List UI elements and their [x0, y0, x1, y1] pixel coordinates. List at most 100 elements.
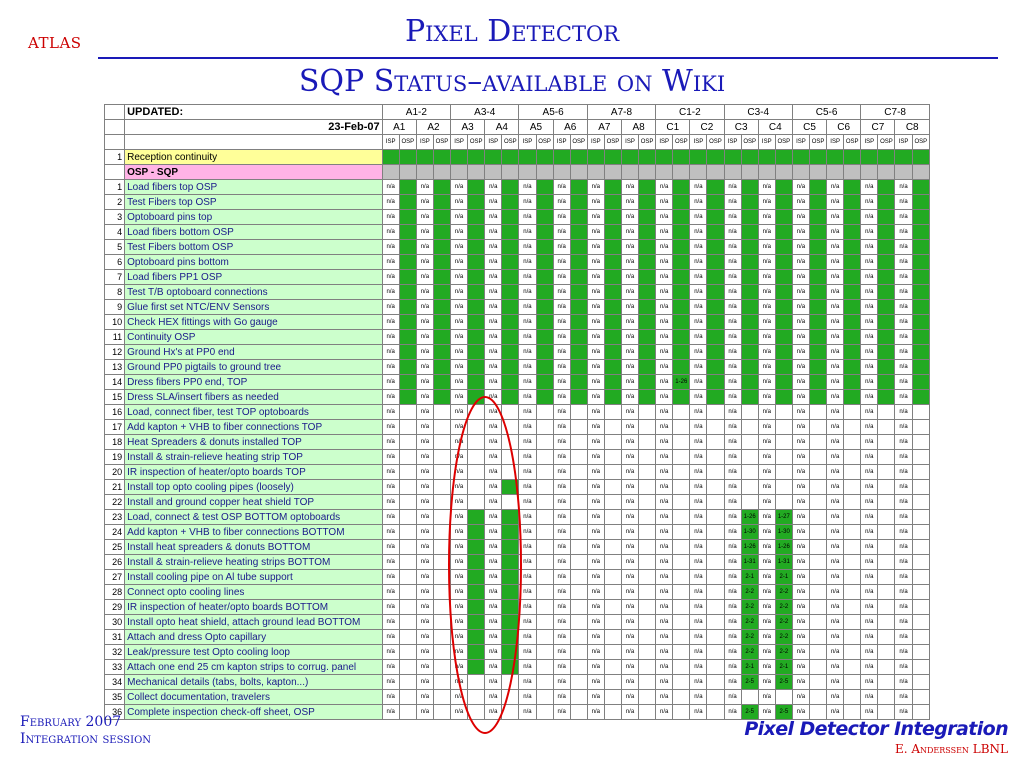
status-cell-pending	[467, 434, 486, 450]
sub-header: ISP	[484, 134, 503, 150]
row-label: Install and ground copper heat shield TO…	[124, 494, 383, 510]
status-cell-pending	[398, 524, 417, 540]
status-cell-pending	[877, 539, 896, 555]
status-cell-pending	[911, 629, 931, 645]
row-label: Install & strain-relieve heating strip T…	[124, 449, 383, 465]
status-cell-done	[535, 314, 554, 330]
status-cell-na: n/a	[518, 614, 537, 630]
status-cell-na: n/a	[757, 179, 776, 195]
status-cell-na: n/a	[757, 449, 776, 465]
status-cell-na: n/a	[381, 479, 400, 495]
status-cell-na: n/a	[791, 179, 811, 195]
status-cell-na: n/a	[450, 179, 469, 195]
status-cell-na: n/a	[586, 674, 605, 690]
status-cell-done	[638, 254, 657, 270]
status-cell-done	[467, 149, 486, 165]
status-cell-na: n/a	[894, 659, 913, 675]
status-cell-pending	[467, 674, 486, 690]
status-cell-na: n/a	[723, 299, 742, 315]
sub-header: OSP	[467, 134, 486, 150]
row-label: Load, connect fiber, test TOP optoboards	[124, 404, 383, 420]
table-row: 31 Attach and dress Opto capillary n/a n/a n…	[103, 629, 931, 645]
status-cell-done	[740, 374, 759, 390]
status-cell-na: n/a	[552, 239, 571, 255]
status-cell-na: n/a	[894, 629, 913, 645]
status-cell-na: n/a	[860, 329, 879, 345]
status-cell-pending	[672, 539, 691, 555]
status-cell-pending	[398, 644, 417, 660]
status-cell-na: n/a	[723, 224, 742, 240]
status-cell-na: n/a	[484, 299, 503, 315]
status-cell-na: n/a	[381, 284, 400, 300]
row-label: Collect documentation, travelers	[124, 689, 383, 705]
status-cell-pending	[706, 404, 725, 420]
status-cell-na: n/a	[620, 419, 640, 435]
status-cell-pending	[398, 584, 417, 600]
status-cell-na: n/a	[791, 239, 811, 255]
status-cell-na: n/a	[450, 359, 469, 375]
status-cell-pending	[603, 569, 622, 585]
status-cell-na: n/a	[689, 629, 708, 645]
status-cell-na: n/a	[894, 284, 913, 300]
status-cell-done	[843, 344, 862, 360]
status-cell-done	[740, 209, 759, 225]
row-number: 7	[103, 269, 126, 285]
status-cell-done	[877, 254, 896, 270]
status-cell-done: 2-2	[774, 614, 793, 630]
status-cell-pending	[432, 704, 452, 720]
status-cell-na: n/a	[620, 314, 640, 330]
status-cell-pending	[432, 404, 452, 420]
status-cell-na: n/a	[415, 509, 434, 525]
sector-header: C5	[791, 119, 828, 135]
status-cell-done	[911, 359, 931, 375]
status-cell-pending	[603, 464, 622, 480]
row-label: Leak/pressure test Opto cooling loop	[124, 644, 383, 660]
status-cell-done	[603, 299, 622, 315]
status-cell-na: n/a	[450, 599, 469, 615]
status-cell-na: n/a	[757, 479, 776, 495]
status-cell-done	[603, 224, 622, 240]
status-cell-done	[569, 269, 588, 285]
status-cell-na: n/a	[586, 194, 605, 210]
status-cell-na: n/a	[484, 464, 503, 480]
status-cell-done	[501, 269, 520, 285]
status-cell-na: n/a	[586, 434, 605, 450]
status-cell-done	[535, 224, 554, 240]
status-cell-na: n/a	[757, 494, 776, 510]
status-cell-done	[603, 329, 622, 345]
status-cell-pending	[843, 629, 862, 645]
status-cell-na: n/a	[450, 629, 469, 645]
status-cell-na: n/a	[689, 524, 708, 540]
status-cell-na: n/a	[894, 329, 913, 345]
table-row: 17 Add kapton + VHB to fiber connections …	[103, 419, 931, 435]
status-cell-pending	[535, 404, 554, 420]
status-cell-pending	[706, 449, 725, 465]
status-cell-done	[569, 254, 588, 270]
status-cell-done	[569, 329, 588, 345]
status-cell-done	[415, 149, 434, 165]
status-cell-pending	[740, 434, 759, 450]
status-cell-na: n/a	[723, 359, 742, 375]
status-cell-done	[398, 194, 417, 210]
status-cell-na: n/a	[484, 419, 503, 435]
status-cell-pending	[877, 659, 896, 675]
status-cell-na: n/a	[450, 659, 469, 675]
status-cell-na: n/a	[450, 209, 469, 225]
status-cell-na: n/a	[381, 464, 400, 480]
status-cell-na: n/a	[723, 419, 742, 435]
status-cell-na: n/a	[791, 569, 811, 585]
status-cell-na: n/a	[620, 239, 640, 255]
status-cell-done: 2-5	[740, 704, 759, 720]
status-cell-pending	[467, 689, 486, 705]
status-cell-done	[501, 299, 520, 315]
sub-header: ISP	[791, 134, 811, 150]
status-cell-done	[398, 179, 417, 195]
status-cell-done	[467, 389, 486, 405]
row-number: 15	[103, 389, 126, 405]
status-cell-pending	[603, 629, 622, 645]
status-cell-na: n/a	[381, 674, 400, 690]
sub-header: ISP	[518, 134, 537, 150]
status-cell-pending	[535, 509, 554, 525]
status-cell-pending	[808, 494, 828, 510]
status-cell-na: n/a	[484, 704, 503, 720]
